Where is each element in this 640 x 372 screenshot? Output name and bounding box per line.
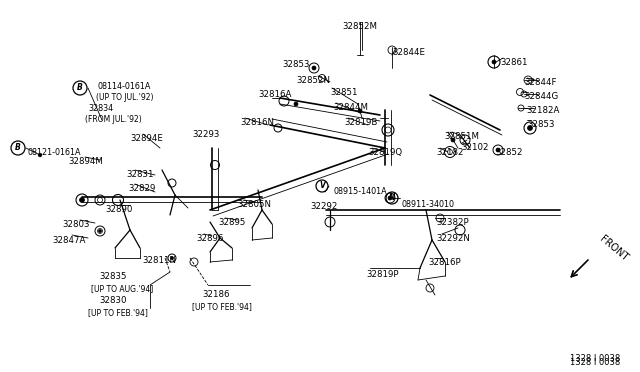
Text: (FROM JUL.'92): (FROM JUL.'92)	[85, 115, 141, 124]
Text: 32811N: 32811N	[142, 256, 176, 265]
Text: 32819P: 32819P	[366, 270, 399, 279]
Text: N: N	[389, 193, 395, 202]
Circle shape	[527, 125, 532, 131]
Text: 08911-34010: 08911-34010	[402, 200, 455, 209]
Text: 32853: 32853	[282, 60, 310, 69]
Text: [UP TO FEB.'94]: [UP TO FEB.'94]	[88, 308, 148, 317]
Text: 32830: 32830	[99, 296, 127, 305]
Text: 32844E: 32844E	[392, 48, 425, 57]
Circle shape	[294, 102, 298, 106]
Text: 32852N: 32852N	[296, 76, 330, 85]
Text: 32844F: 32844F	[524, 78, 557, 87]
Text: 32816A: 32816A	[258, 90, 291, 99]
Circle shape	[312, 66, 316, 70]
Text: 08121-0161A: 08121-0161A	[28, 148, 81, 157]
Circle shape	[358, 109, 362, 113]
Text: 32819B: 32819B	[344, 118, 378, 127]
Text: 32847A: 32847A	[52, 236, 85, 245]
Circle shape	[38, 153, 42, 157]
Text: [UP TO AUG.'94]: [UP TO AUG.'94]	[91, 284, 153, 293]
Text: [UP TO FEB.'94]: [UP TO FEB.'94]	[192, 302, 252, 311]
Circle shape	[496, 148, 500, 152]
Text: B: B	[77, 83, 83, 93]
Text: 32182A: 32182A	[526, 106, 559, 115]
Text: 32293: 32293	[192, 130, 220, 139]
Text: 32890: 32890	[105, 205, 132, 214]
Text: 32292N: 32292N	[436, 234, 470, 243]
Circle shape	[492, 60, 496, 64]
Text: 32102: 32102	[461, 143, 488, 152]
Text: 32292: 32292	[310, 202, 337, 211]
Text: 32896: 32896	[196, 234, 223, 243]
Text: 32851: 32851	[330, 88, 358, 97]
Text: 32803: 32803	[62, 220, 90, 229]
Text: 32851M: 32851M	[444, 132, 479, 141]
Text: 32844M: 32844M	[333, 103, 368, 112]
Circle shape	[451, 138, 455, 142]
Text: 32182: 32182	[436, 148, 463, 157]
Text: 32835: 32835	[99, 272, 127, 281]
Text: 32819Q: 32819Q	[368, 148, 402, 157]
Text: 32852M: 32852M	[342, 22, 377, 31]
Text: B: B	[15, 144, 21, 153]
Text: 08114-0161A: 08114-0161A	[98, 82, 152, 91]
Text: 32861: 32861	[500, 58, 527, 67]
Text: 32852: 32852	[495, 148, 522, 157]
Text: FRONT: FRONT	[598, 234, 630, 263]
Text: (UP TO JUL.'92): (UP TO JUL.'92)	[96, 93, 154, 102]
Circle shape	[79, 198, 84, 202]
Circle shape	[99, 230, 102, 232]
Text: 32844G: 32844G	[524, 92, 558, 101]
Text: 32382P: 32382P	[436, 218, 468, 227]
Text: 32894E: 32894E	[130, 134, 163, 143]
Text: 32853: 32853	[527, 120, 554, 129]
Text: 1328 I 0038: 1328 I 0038	[570, 358, 620, 367]
Text: 32895: 32895	[218, 218, 245, 227]
Text: 32894M: 32894M	[68, 157, 103, 166]
Text: 32805N: 32805N	[237, 200, 271, 209]
Text: 32186: 32186	[202, 290, 230, 299]
Circle shape	[388, 196, 392, 200]
Text: 08915-1401A: 08915-1401A	[334, 187, 388, 196]
Text: 1328 I 0038: 1328 I 0038	[570, 354, 620, 363]
Text: 32816P: 32816P	[428, 258, 461, 267]
Text: 32816N: 32816N	[240, 118, 274, 127]
Text: V: V	[319, 182, 325, 190]
Text: 32829: 32829	[128, 184, 156, 193]
Text: 32834: 32834	[88, 104, 113, 113]
Circle shape	[170, 257, 173, 260]
Text: 32831: 32831	[126, 170, 154, 179]
